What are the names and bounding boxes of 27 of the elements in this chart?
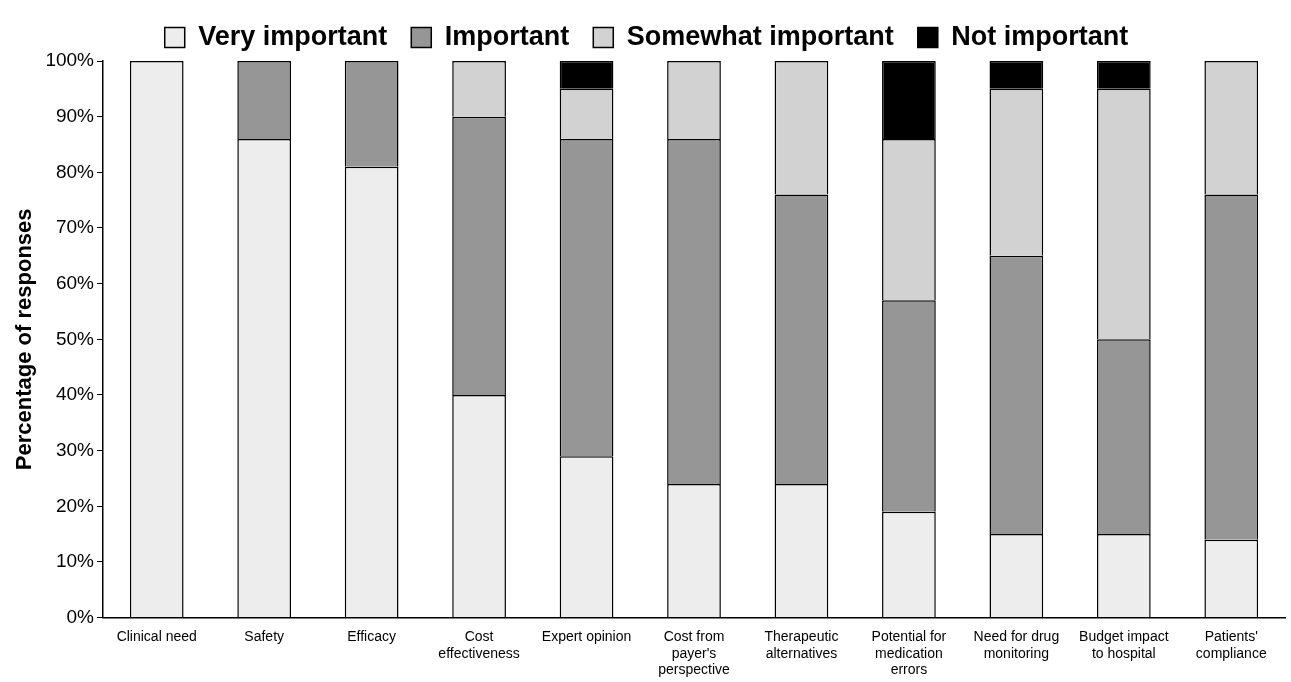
x-tick-label: Potential for medication errors [871,627,947,678]
y-tick-label: 60% [55,271,95,293]
y-tick-label: 70% [55,216,95,238]
x-tick-label: Budget impact to hospital [1079,627,1169,661]
x-tick-label: Need for drug monitoring [973,627,1060,661]
y-tick-label: 90% [55,104,95,126]
y-tick-label: 100% [45,49,95,71]
y-tick-label: 30% [55,438,95,460]
y-axis-title: Percentage of responses [11,208,37,471]
y-tick-label: 50% [55,327,95,349]
x-tick-label: Efficacy [347,627,397,644]
y-tick-label: 40% [55,383,95,405]
x-tick-label: Cost from payer's perspective [658,627,731,678]
y-tick-label: 80% [55,160,95,182]
x-tick-label: Safety [244,627,285,644]
x-tick-label: Clinical need [116,627,197,644]
y-tick-label: 20% [55,494,95,516]
y-tick-label: 0% [66,605,95,627]
x-tick-label: Cost effectiveness [438,627,520,661]
y-tick-label: 10% [55,550,95,572]
legend-label: Very important [198,20,388,51]
legend-label: Important [444,20,570,51]
x-tick-label: Therapeutic alternatives [764,627,839,661]
legend-label: Somewhat important [626,20,894,51]
legend-label: Not important [951,20,1129,51]
x-tick-label: Expert opinion [541,627,632,644]
x-tick-label: Patients' compliance [1195,627,1267,661]
